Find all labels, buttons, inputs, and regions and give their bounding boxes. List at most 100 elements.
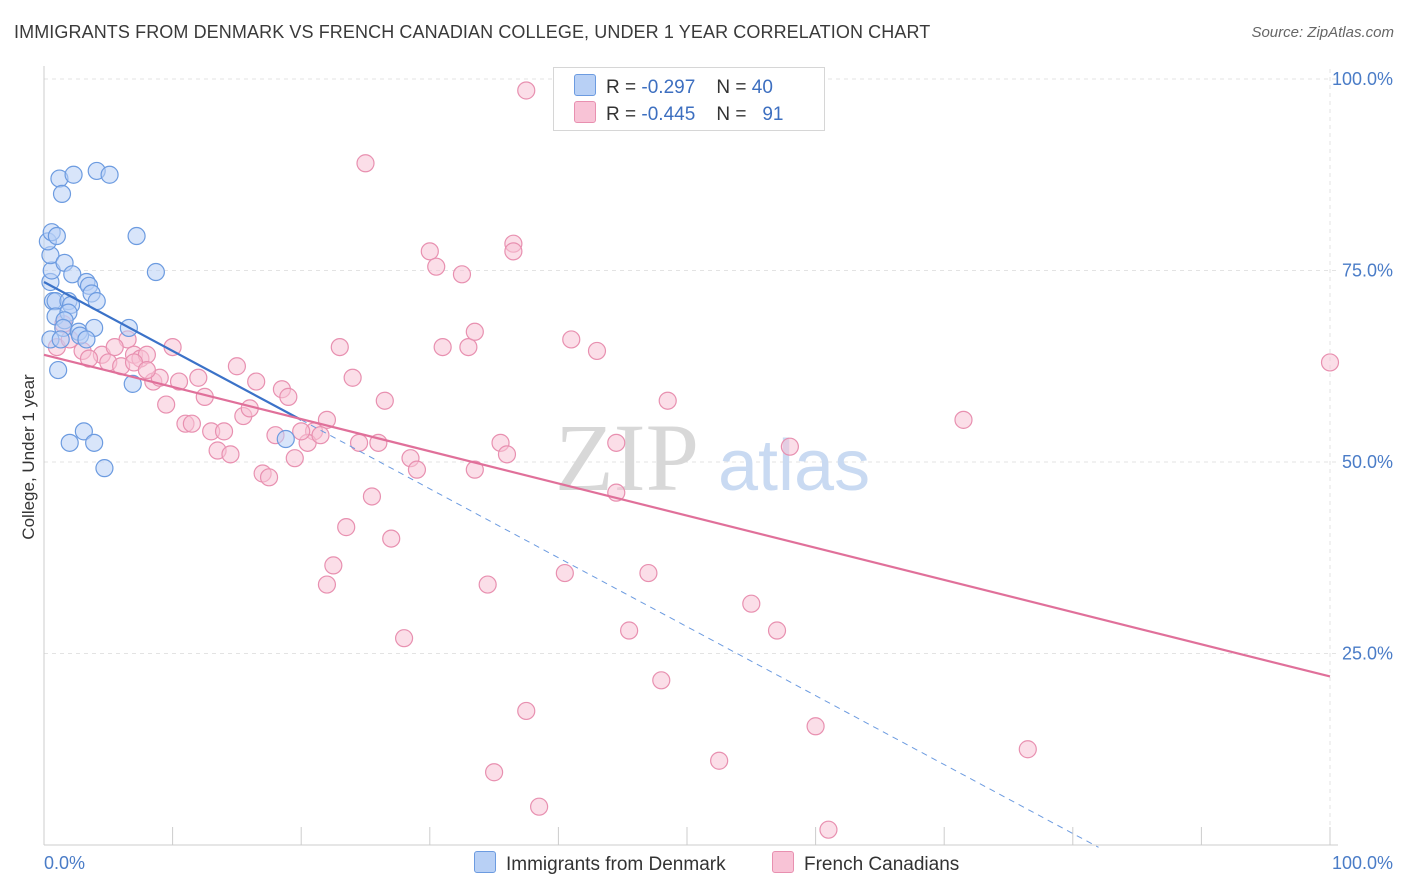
data-point <box>311 426 330 445</box>
bottom-legend-swatch-pink <box>772 851 794 873</box>
data-point <box>465 460 484 479</box>
data-point <box>317 575 337 594</box>
legend-r-label: R = <box>606 104 637 125</box>
data-point <box>504 242 523 261</box>
trend-line-french-canadians <box>43 353 1331 678</box>
data-point <box>452 265 472 284</box>
data-point <box>221 445 240 464</box>
legend-r-value: -0.445 <box>641 104 696 125</box>
watermark-atlas: atlas <box>718 426 870 506</box>
data-point <box>710 751 729 770</box>
data-point <box>1320 353 1340 372</box>
data-point <box>362 487 382 506</box>
data-point <box>285 449 304 468</box>
data-point <box>382 529 401 548</box>
data-point <box>1018 740 1037 759</box>
data-point <box>349 433 369 452</box>
data-point <box>276 429 295 449</box>
legend-n-value: 91 <box>762 104 784 125</box>
data-point <box>607 433 626 452</box>
data-point <box>375 391 394 410</box>
tick-labels: 25.0% 50.0% 75.0% 100.0% 0.0% 100.0% <box>44 69 1393 873</box>
data-point <box>555 563 574 583</box>
data-point <box>85 433 104 452</box>
y-tick-label: 25.0% <box>1342 644 1393 664</box>
data-point <box>214 422 234 441</box>
legend-n-label: N = <box>716 77 747 98</box>
data-point <box>77 330 96 349</box>
x-tick-label: 0.0% <box>44 853 85 873</box>
data-point <box>517 701 536 721</box>
y-axis-label: College, Under 1 year <box>19 374 38 540</box>
data-point <box>343 368 362 387</box>
data-point <box>63 265 82 284</box>
data-point <box>420 242 439 261</box>
data-point <box>652 671 671 690</box>
y-tick-label: 100.0% <box>1332 69 1393 89</box>
data-point <box>806 717 825 736</box>
data-point <box>407 460 427 479</box>
legend-r-label: R = <box>606 77 637 98</box>
legend-swatch-pink <box>574 101 596 123</box>
gridlines <box>44 69 1338 845</box>
data-point <box>394 629 414 648</box>
data-point <box>658 391 677 410</box>
legend-swatch-blue <box>574 74 596 96</box>
data-point <box>330 338 349 357</box>
data-point <box>182 414 201 433</box>
trend-line-denmark <box>43 281 302 421</box>
legend-row-denmark: R = -0.297 N = 40 <box>574 74 773 100</box>
data-point <box>427 257 446 276</box>
data-point <box>64 165 83 184</box>
axes <box>43 66 1338 846</box>
bottom-legend-swatch-blue <box>474 851 496 873</box>
data-point <box>52 184 72 203</box>
bottom-legend-denmark: Immigrants from Denmark <box>474 851 726 876</box>
data-point <box>227 357 246 376</box>
data-point <box>157 395 176 414</box>
legend-r-value: -0.297 <box>641 77 696 98</box>
data-point <box>279 387 298 406</box>
x-tick-label: 100.0% <box>1332 853 1393 873</box>
series-immigrants-denmark <box>38 161 295 478</box>
data-point <box>954 410 973 429</box>
watermark-zip: ZIP <box>555 404 699 511</box>
trend-line-denmark-extension <box>300 419 1099 848</box>
data-point <box>620 621 639 640</box>
data-point <box>292 422 311 441</box>
legend-n-label: N = <box>716 104 747 125</box>
chart-title: IMMIGRANTS FROM DENMARK VS FRENCH CANADI… <box>14 22 931 42</box>
bottom-legend-label: French Canadians <box>804 854 960 875</box>
y-tick-label: 75.0% <box>1342 261 1393 281</box>
data-point <box>639 563 658 583</box>
data-point <box>47 226 66 246</box>
data-point <box>137 360 156 380</box>
data-point <box>247 372 266 391</box>
data-point <box>105 338 124 357</box>
data-point <box>459 338 478 357</box>
data-point <box>146 262 165 282</box>
data-point <box>517 81 536 100</box>
data-point <box>433 338 452 357</box>
data-point <box>562 330 581 349</box>
data-point <box>189 368 208 387</box>
legend-n-value: 40 <box>751 77 773 98</box>
data-point <box>497 445 517 464</box>
data-point <box>780 437 799 456</box>
data-point <box>259 468 279 487</box>
data-point <box>60 433 79 452</box>
data-point <box>465 322 484 341</box>
data-point <box>742 594 761 613</box>
data-point <box>337 518 356 537</box>
y-tick-label: 50.0% <box>1342 452 1393 472</box>
bottom-legend-label: Immigrants from Denmark <box>506 854 726 875</box>
data-point <box>127 226 146 246</box>
data-point <box>324 556 343 575</box>
data-point <box>169 372 189 391</box>
data-point <box>485 763 504 782</box>
data-point <box>51 330 70 349</box>
data-point <box>819 820 838 839</box>
data-point <box>95 459 114 478</box>
data-point <box>767 621 787 640</box>
